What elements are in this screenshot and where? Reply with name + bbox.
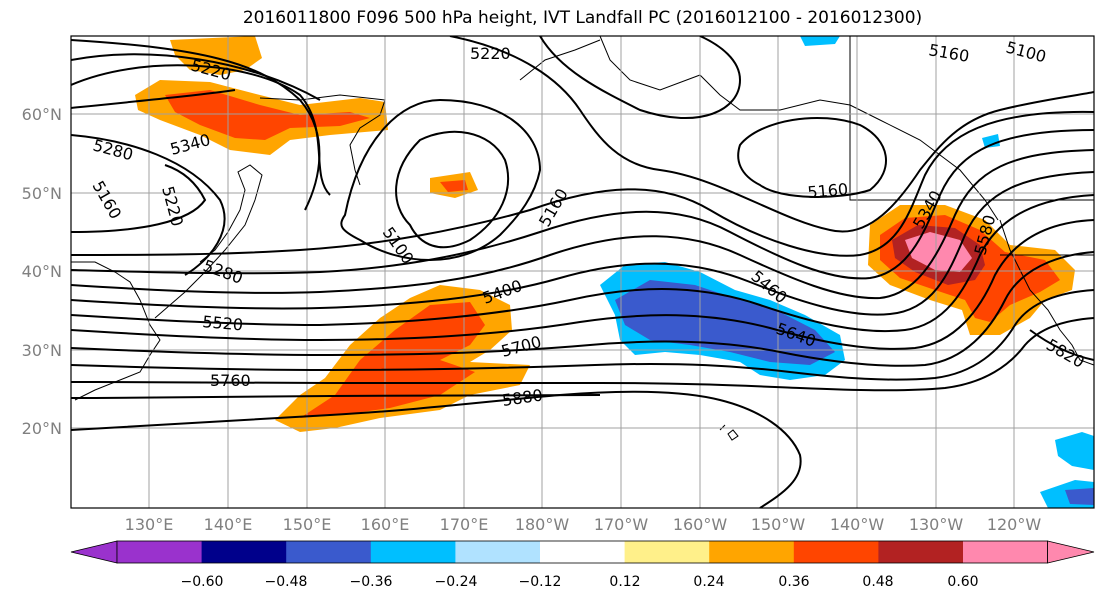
colorbar-tick-label: 0.24 bbox=[693, 574, 724, 590]
colorbar-segment bbox=[709, 541, 795, 563]
colorbar-segment bbox=[878, 541, 964, 563]
lat-label: 20°N bbox=[22, 419, 62, 438]
lon-label: 130°E bbox=[125, 515, 174, 534]
lat-label: 40°N bbox=[22, 262, 62, 281]
lon-label: 120°W bbox=[987, 515, 1042, 534]
colorbar-ticks: −0.60 −0.48 −0.36 −0.24 −0.12 0.12 0.24 … bbox=[181, 574, 979, 590]
colorbar bbox=[70, 540, 1095, 564]
colorbar-extend-min bbox=[70, 540, 118, 564]
colorbar-segment bbox=[793, 541, 879, 563]
colorbar-segment bbox=[286, 541, 372, 563]
colorbar-tick-label: 0.12 bbox=[609, 574, 640, 590]
lon-label: 150°W bbox=[751, 515, 806, 534]
map-border bbox=[70, 35, 1095, 509]
lon-label: 180°W bbox=[515, 515, 570, 534]
colorbar-extend-max bbox=[1047, 540, 1095, 564]
map-title: 2016011800 F096 500 hPa height, IVT Land… bbox=[242, 8, 923, 28]
height-contours bbox=[71, 36, 1094, 508]
lon-label: 140°W bbox=[830, 515, 885, 534]
colorbar-tick-label: −0.36 bbox=[350, 574, 393, 590]
colorbar-tick-label: 0.48 bbox=[862, 574, 893, 590]
lon-label: 130°W bbox=[909, 515, 964, 534]
colorbar-tick-label: −0.48 bbox=[265, 574, 308, 590]
contour-label: 5160 bbox=[807, 180, 849, 202]
lon-label: 150°E bbox=[283, 515, 332, 534]
lon-label: 170°E bbox=[440, 515, 489, 534]
colorbar-segment bbox=[540, 541, 626, 563]
contour-label: 5760 bbox=[210, 371, 251, 390]
colorbar-tick-label: −0.12 bbox=[519, 574, 562, 590]
colorbar-segment bbox=[201, 541, 287, 563]
lat-label: 50°N bbox=[22, 184, 62, 203]
colorbar-outline bbox=[116, 540, 1048, 564]
colorbar-segment bbox=[117, 541, 203, 563]
lon-label: 160°W bbox=[673, 515, 728, 534]
lat-label: 60°N bbox=[22, 105, 62, 124]
longitude-labels: 130°E 140°E 150°E 160°E 170°E 180°W 170°… bbox=[125, 515, 1042, 534]
colorbar-tick-label: 0.36 bbox=[778, 574, 809, 590]
colorbar-segment bbox=[963, 541, 1049, 563]
contour-label: 5520 bbox=[202, 312, 244, 334]
colorbar-tick-label: −0.60 bbox=[181, 574, 224, 590]
lon-label: 140°E bbox=[204, 515, 253, 534]
contour-label: 5220 bbox=[470, 44, 511, 63]
colorbar-segment bbox=[370, 541, 456, 563]
lat-label: 30°N bbox=[22, 341, 62, 360]
colorbar-tick-label: −0.24 bbox=[435, 574, 478, 590]
latitude-labels: 60°N 50°N 40°N 30°N 20°N bbox=[22, 105, 62, 438]
lon-label: 170°W bbox=[594, 515, 649, 534]
lon-label: 160°E bbox=[361, 515, 410, 534]
colorbar-segment bbox=[455, 541, 541, 563]
colorbar-tick-label: 0.60 bbox=[947, 574, 978, 590]
colorbar-segment bbox=[624, 541, 710, 563]
